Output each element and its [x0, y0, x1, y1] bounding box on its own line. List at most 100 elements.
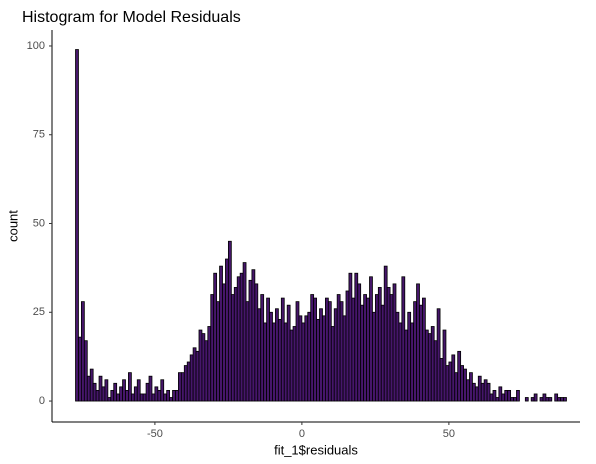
bar — [533, 393, 538, 402]
bar — [477, 375, 482, 402]
bar — [151, 393, 156, 402]
bar — [201, 333, 206, 402]
bar — [392, 283, 397, 402]
bar — [430, 326, 435, 402]
y-tick-label: 100 — [27, 40, 45, 52]
bar — [107, 397, 112, 402]
bar — [472, 382, 476, 402]
bar — [445, 365, 450, 402]
x-tick-label: 0 — [299, 428, 305, 440]
bar — [136, 379, 141, 402]
bar — [372, 311, 376, 402]
bar — [110, 389, 115, 402]
bar — [280, 297, 285, 402]
bar — [283, 322, 288, 402]
bar — [383, 265, 388, 402]
bar — [401, 276, 406, 402]
bar — [404, 329, 409, 402]
bar — [463, 368, 467, 402]
bar — [86, 375, 91, 402]
bar — [130, 393, 135, 402]
bar — [251, 269, 256, 402]
x-tick-label: 50 — [443, 428, 455, 440]
bar — [198, 329, 203, 402]
bar — [395, 311, 400, 402]
bar — [257, 308, 262, 402]
bar — [501, 393, 506, 402]
bar — [219, 265, 223, 402]
bar — [424, 329, 429, 402]
bar — [277, 318, 282, 402]
bar — [207, 326, 212, 402]
bar — [539, 397, 544, 402]
bar — [489, 393, 494, 402]
bar — [451, 354, 456, 402]
bar — [454, 372, 459, 402]
bar — [75, 49, 79, 402]
bar — [119, 386, 123, 402]
x-tick-label: -50 — [147, 428, 163, 440]
bar — [386, 287, 391, 402]
bar — [398, 322, 403, 402]
bar — [80, 301, 85, 402]
bar — [351, 297, 356, 402]
bar — [248, 279, 253, 402]
y-tick-label: 0 — [39, 395, 45, 407]
bar — [325, 297, 329, 402]
bar — [116, 393, 121, 402]
bar — [413, 301, 417, 402]
bar — [545, 397, 550, 402]
bar — [448, 361, 453, 402]
bar — [442, 329, 447, 402]
bar — [422, 297, 426, 402]
bar — [474, 386, 479, 402]
bar — [342, 315, 347, 402]
bar — [157, 389, 162, 402]
bar — [316, 318, 320, 402]
bar — [160, 379, 165, 402]
bar — [125, 389, 129, 402]
bar — [416, 283, 420, 402]
bar — [113, 382, 118, 402]
bar — [216, 301, 220, 402]
bar — [166, 389, 170, 402]
bar — [275, 308, 279, 402]
x-axis-label: fit_1$residuals — [274, 442, 358, 457]
bar — [269, 311, 273, 402]
bar — [292, 326, 297, 402]
bar — [504, 389, 509, 402]
bar — [513, 397, 517, 402]
bar — [301, 322, 306, 402]
bar — [433, 340, 438, 402]
bar — [389, 294, 394, 402]
bar — [239, 272, 244, 402]
bar — [510, 397, 514, 402]
bar — [295, 301, 300, 402]
bar — [272, 322, 276, 402]
bar — [227, 240, 232, 402]
bar — [348, 272, 353, 402]
bar — [139, 393, 144, 402]
bar — [263, 322, 268, 402]
bar — [172, 389, 176, 402]
y-axis-label: count — [5, 210, 20, 242]
bar — [133, 386, 138, 402]
bar — [360, 304, 365, 402]
bar — [524, 397, 529, 402]
bar — [460, 365, 464, 402]
bar — [492, 389, 497, 402]
bar — [178, 372, 182, 402]
bar — [148, 375, 153, 402]
bar — [560, 397, 564, 402]
bar — [363, 294, 367, 402]
bar — [128, 372, 132, 402]
bar — [357, 283, 362, 402]
bar — [336, 294, 341, 402]
bar — [122, 379, 126, 402]
bar — [307, 311, 312, 402]
bar — [154, 386, 159, 402]
bar — [498, 386, 503, 402]
bar — [495, 397, 500, 402]
bar — [142, 393, 147, 402]
bar — [204, 340, 209, 402]
